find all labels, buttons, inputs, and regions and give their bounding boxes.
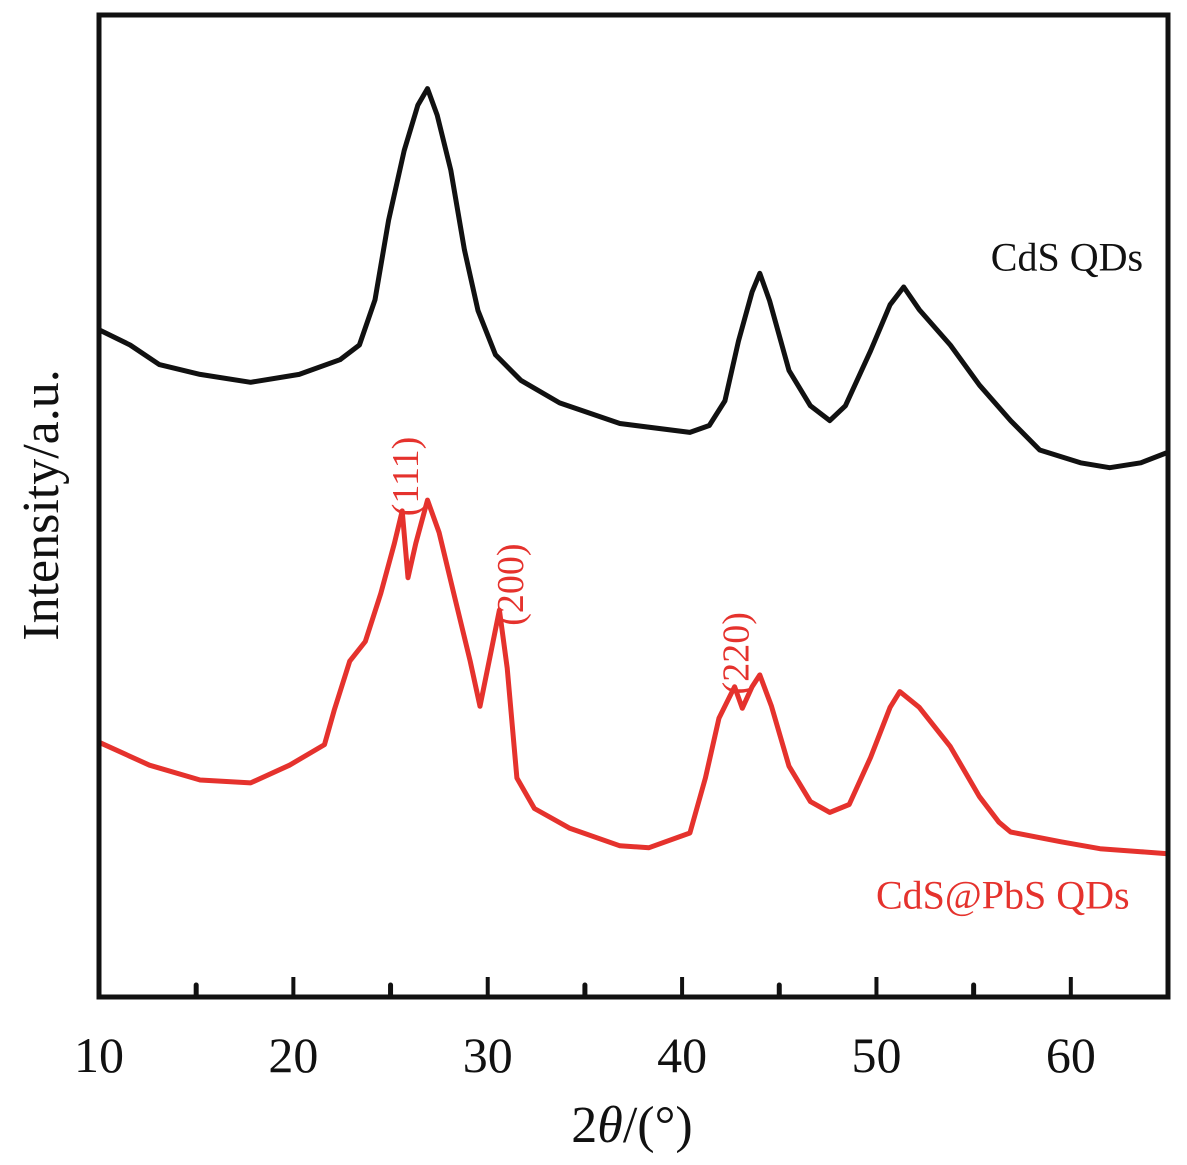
x-tick-label: 60 [1046, 1027, 1096, 1083]
x-tick-label: 30 [463, 1027, 513, 1083]
series-line-cds-pbs-qds [97, 497, 1169, 857]
plane-annotation: (200) [490, 543, 532, 625]
x-axis-title-theta: θ [597, 1097, 623, 1154]
x-tick-label: 50 [851, 1027, 901, 1083]
x-tick-label: 40 [657, 1027, 707, 1083]
series-label-cds-qds: CdS QDs [991, 234, 1143, 279]
y-axis-title: Intensity/a.u. [13, 369, 70, 641]
series-label-cds-pbs-qds: CdS@PbS QDs [876, 873, 1130, 918]
plot-border [96, 12, 1171, 1000]
x-tick-label: 20 [268, 1027, 318, 1083]
x-axis-title-prefix: 2 [571, 1097, 597, 1154]
labels-layer: CdS QDs CdS@PbS QDs (111) (200) (220) [385, 234, 1143, 917]
x-tick-label: 10 [74, 1027, 124, 1083]
series-line-cds-qds [97, 86, 1169, 471]
x-axis-title: 2θ/(°) [571, 1097, 692, 1154]
x-axis-ticks: 10 20 30 40 50 60 [74, 977, 1096, 1083]
plane-annotation: (111) [385, 437, 427, 517]
plane-annotation: (220) [716, 612, 758, 694]
x-axis-title-suffix: /(°) [623, 1097, 693, 1154]
series-layer [97, 86, 1169, 857]
plot-frame [96, 12, 1171, 1000]
